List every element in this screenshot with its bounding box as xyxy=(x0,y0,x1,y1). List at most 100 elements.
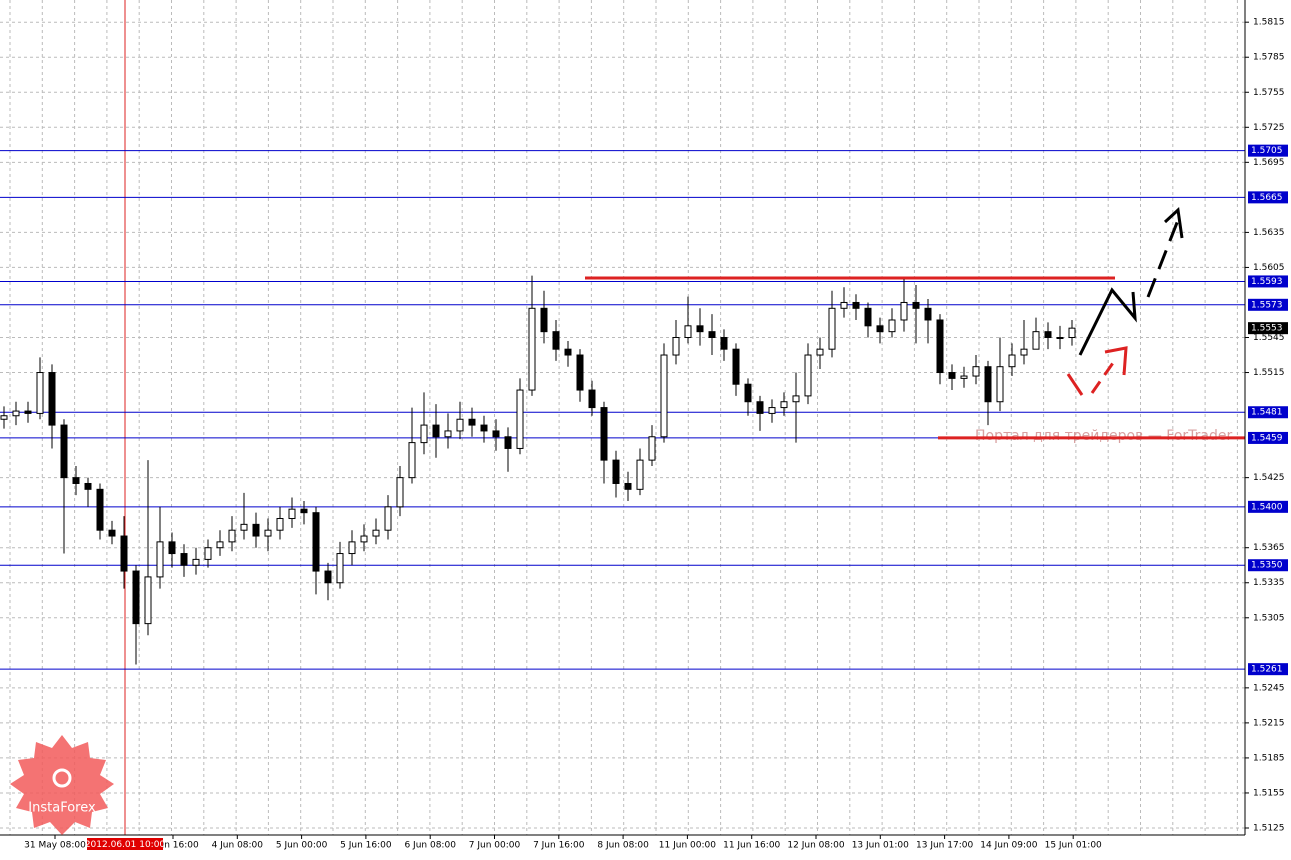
candle-body xyxy=(480,424,488,432)
candle-body xyxy=(12,410,20,417)
candle-body xyxy=(312,512,320,572)
candle-body xyxy=(1020,348,1028,356)
y-tick-label: 1.5335 xyxy=(1253,578,1285,588)
candle-body xyxy=(540,307,548,333)
forecast-arrows xyxy=(1066,206,1184,396)
candle-body xyxy=(936,319,944,374)
logo-icon xyxy=(52,768,72,788)
y-tick-label: 1.5125 xyxy=(1253,823,1285,833)
level-label: 1.5705 xyxy=(1251,146,1283,156)
plot-area: Портал для трейдеров — ForTrader xyxy=(0,0,1245,835)
y-tick-label: 1.5785 xyxy=(1253,53,1285,63)
candle-body xyxy=(264,529,272,537)
x-tick-label: 15 Jun 01:00 xyxy=(1045,841,1102,851)
candle-body xyxy=(768,407,776,414)
candle-body xyxy=(168,541,176,555)
y-tick-label: 1.5755 xyxy=(1253,88,1285,98)
arrow-red xyxy=(1066,373,1084,396)
candle-body xyxy=(504,436,512,449)
level-label: 1.5593 xyxy=(1251,277,1283,287)
x-tick-label: 6 Jun 08:00 xyxy=(404,841,456,851)
candle-body xyxy=(108,529,116,537)
x-tick-label: 4 Jun 08:00 xyxy=(212,841,264,851)
level-label: 1.5459 xyxy=(1251,433,1283,443)
x-tick-label: 13 Jun 01:00 xyxy=(852,841,909,851)
candle-body xyxy=(1008,354,1016,368)
candle-body xyxy=(732,348,740,385)
candle-body xyxy=(120,535,128,572)
y-tick-label: 1.5215 xyxy=(1253,718,1285,728)
candle-body xyxy=(492,430,500,438)
candle-body xyxy=(528,307,536,391)
candle-body xyxy=(588,389,596,409)
candle-body xyxy=(876,325,884,333)
x-tick-label: 14 Jun 09:00 xyxy=(980,841,1037,851)
candle-body xyxy=(828,307,836,350)
candle-body xyxy=(96,488,104,531)
candle-body xyxy=(624,482,632,490)
price-tag xyxy=(1248,322,1288,335)
watermark: Портал для трейдеров — ForTrader xyxy=(975,428,1232,444)
candle-body xyxy=(228,529,236,543)
candle-body xyxy=(516,389,524,449)
candle-body xyxy=(852,301,860,309)
candle-body xyxy=(660,354,668,438)
candle-body xyxy=(252,523,260,537)
level-tag xyxy=(1248,275,1288,288)
y-tick-label: 1.5155 xyxy=(1253,788,1285,798)
level-label: 1.5573 xyxy=(1251,300,1283,310)
x-tick-label: 11 Jun 16:00 xyxy=(723,841,780,851)
level-label: 1.5400 xyxy=(1251,502,1283,512)
x-tick-label: 12 Jun 08:00 xyxy=(787,841,844,851)
candle-body xyxy=(84,482,92,490)
candle-body xyxy=(396,477,404,508)
y-tick-label: 1.5245 xyxy=(1253,683,1285,693)
candle-body xyxy=(300,508,308,514)
candle-body xyxy=(612,459,620,484)
candle-body xyxy=(684,325,692,339)
candle-body xyxy=(192,558,200,566)
logo-text: InstaForex xyxy=(28,801,96,816)
candle-body xyxy=(1032,331,1040,350)
level-label: 1.5261 xyxy=(1251,665,1283,675)
candle-body xyxy=(216,541,224,549)
level-tag xyxy=(1248,500,1288,513)
candle-body xyxy=(1068,327,1076,339)
y-tick-label: 1.5695 xyxy=(1253,158,1285,168)
level-label: 1.5481 xyxy=(1251,408,1283,418)
level-tag xyxy=(1248,144,1288,157)
candle-body xyxy=(24,410,32,414)
y-tick-label: 1.5185 xyxy=(1253,753,1285,763)
y-tick-label: 1.5425 xyxy=(1253,473,1285,483)
candle-body xyxy=(972,366,980,377)
y-tick-label: 1.5545 xyxy=(1253,333,1285,343)
candle-body xyxy=(948,372,956,379)
y-tick-label: 1.5605 xyxy=(1253,263,1285,273)
x-tick-label: 7 Jun 00:00 xyxy=(469,841,521,851)
x-tick-label: 8 Jun 08:00 xyxy=(597,841,649,851)
candle-body xyxy=(648,436,656,461)
candle-body xyxy=(912,301,920,309)
grid xyxy=(0,0,1245,835)
candle-body xyxy=(672,337,680,356)
candle-body xyxy=(456,418,464,432)
candle-body xyxy=(804,354,812,397)
y-tick-label: 1.5305 xyxy=(1253,613,1285,623)
candle-body xyxy=(576,354,584,391)
candle-body xyxy=(996,366,1004,403)
x-tick-label: 5 Jun 00:00 xyxy=(276,841,328,851)
candle-body xyxy=(780,401,788,409)
candle-body xyxy=(744,383,752,403)
x-tick-label: 7 Jun 16:00 xyxy=(533,841,585,851)
candle-body xyxy=(900,301,908,321)
candle-body xyxy=(1056,337,1064,340)
candle-body xyxy=(384,506,392,531)
candle-body xyxy=(840,301,848,309)
candle-body xyxy=(720,337,728,350)
candle-body xyxy=(60,424,68,479)
price-label: 1.5553 xyxy=(1251,324,1283,334)
x-tick-label: 1 Jun 16:00 xyxy=(147,841,199,851)
candle-body xyxy=(984,366,992,403)
